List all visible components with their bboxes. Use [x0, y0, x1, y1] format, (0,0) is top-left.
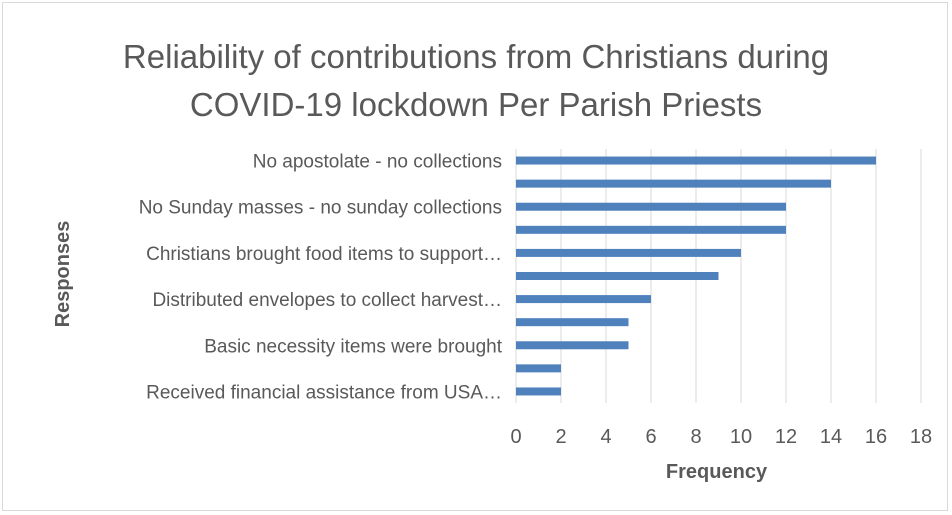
bar — [516, 341, 629, 350]
x-tick-label: 14 — [820, 426, 842, 448]
bar-chart: No apostolate - no collections No Sunday … — [52, 149, 932, 483]
bar — [516, 179, 831, 188]
x-tick-label: 2 — [555, 426, 566, 448]
bar — [516, 156, 876, 165]
category-label: Received financial assistance from USA… — [146, 382, 502, 403]
category-label: Christians brought food items to support… — [146, 244, 502, 265]
category-label: Distributed envelopes to collect harvest… — [152, 290, 502, 311]
category-label: Basic necessity items were brought — [204, 336, 503, 357]
bars — [516, 156, 876, 396]
chart-title: Reliability of contributions from Christ… — [122, 38, 830, 123]
category-label: No apostolate - no collections — [253, 152, 502, 173]
x-axis-title: Frequency — [666, 461, 768, 483]
x-tick-labels: 0 2 4 6 8 10 12 14 16 18 — [510, 426, 932, 448]
bar — [516, 387, 561, 396]
x-tick-label: 4 — [600, 426, 611, 448]
bar — [516, 225, 786, 234]
bar — [516, 318, 629, 327]
bar — [516, 202, 786, 211]
x-tick-label: 16 — [865, 426, 887, 448]
x-tick-label: 18 — [910, 426, 932, 448]
category-labels: No apostolate - no collections No Sunday … — [139, 152, 503, 404]
bar — [516, 248, 741, 257]
bar — [516, 295, 651, 304]
y-axis-title: Responses — [52, 221, 74, 328]
bar — [516, 272, 719, 280]
x-tick-label: 12 — [775, 426, 797, 448]
x-tick-label: 0 — [510, 426, 521, 448]
x-tick-label: 8 — [690, 426, 701, 448]
x-tick-label: 6 — [645, 426, 656, 448]
bar — [516, 364, 561, 373]
category-label: No Sunday masses - no sunday collections — [139, 198, 502, 219]
x-tick-label: 10 — [730, 426, 752, 448]
